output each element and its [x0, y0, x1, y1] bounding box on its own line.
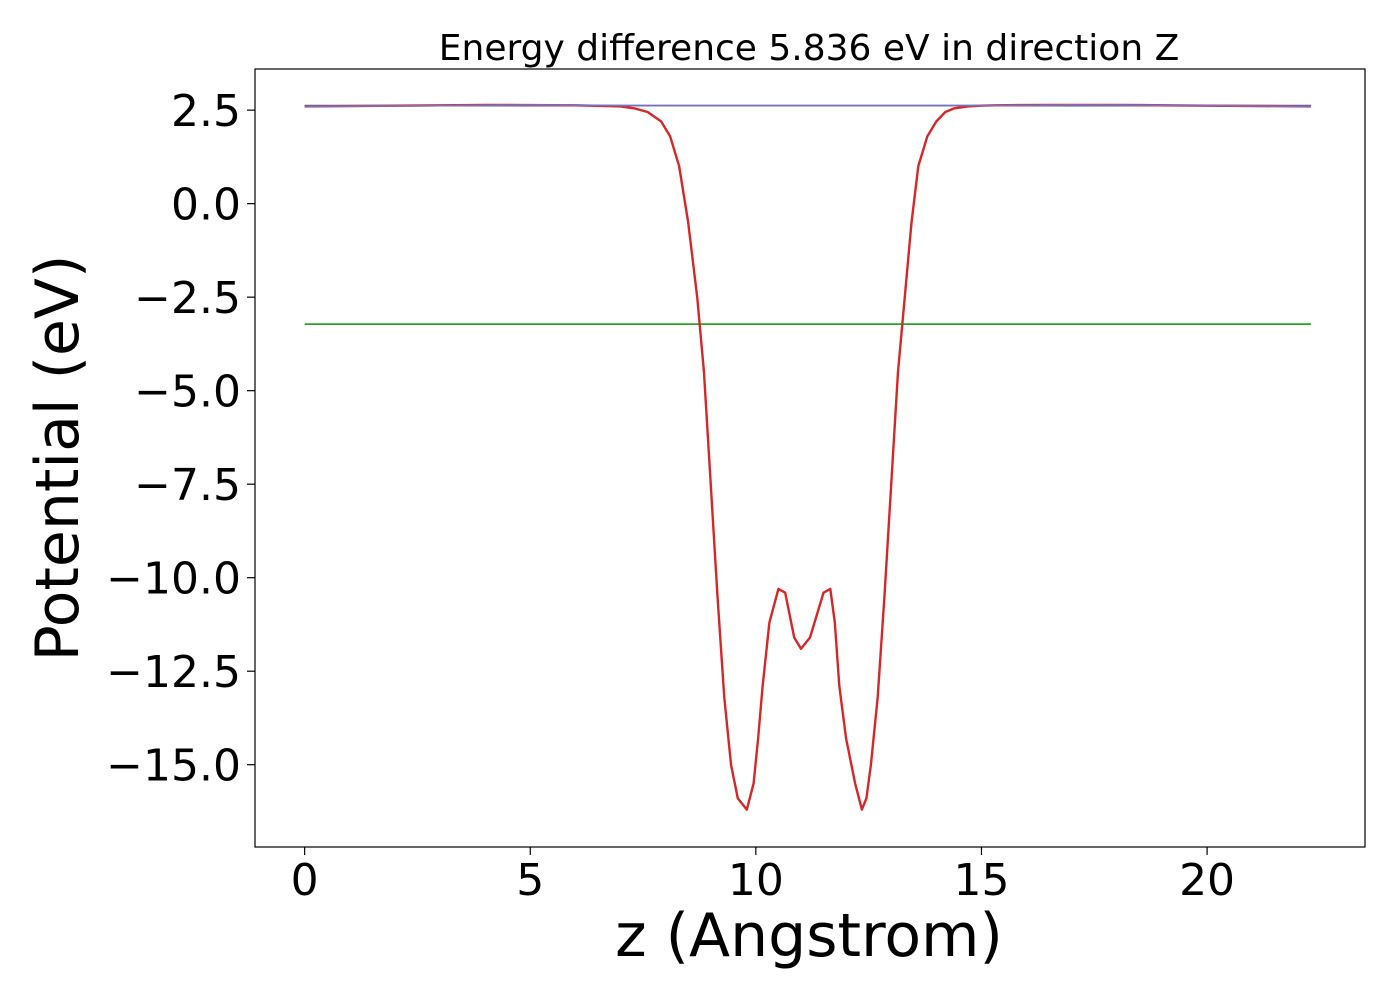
y-tick-label: −10.0 [106, 554, 241, 605]
x-axis-label: z (Angstrom) [615, 901, 1003, 971]
x-tick-label: 15 [953, 855, 1009, 906]
y-tick-label: −2.5 [134, 273, 241, 324]
y-tick-label: −12.5 [106, 647, 241, 698]
plot-frame [254, 68, 1366, 848]
y-tick-label: 2.5 [171, 86, 241, 137]
x-tick-label: 0 [291, 855, 319, 906]
x-axis: 0 5 10 15 20 [291, 847, 1235, 906]
x-tick-label: 5 [516, 855, 544, 906]
y-tick-label: 0.0 [171, 180, 241, 231]
y-tick-label: −5.0 [134, 367, 241, 418]
y-axis-label: Potential (eV) [23, 255, 93, 662]
y-tick-label: −15.0 [106, 741, 241, 792]
series-line-4 [304, 104, 1311, 108]
chart-title: Energy difference 5.836 eV in direction … [439, 28, 1180, 69]
y-axis: 2.5 0.0 −2.5 −5.0 −7.5 −10.0 −12.5 −15.0 [106, 86, 255, 792]
y-tick-label: −7.5 [134, 460, 241, 511]
series-line-3 [304, 103, 1311, 811]
x-tick-label: 10 [728, 855, 784, 906]
x-tick-label: 20 [1179, 855, 1235, 906]
series-layer [304, 103, 1311, 811]
